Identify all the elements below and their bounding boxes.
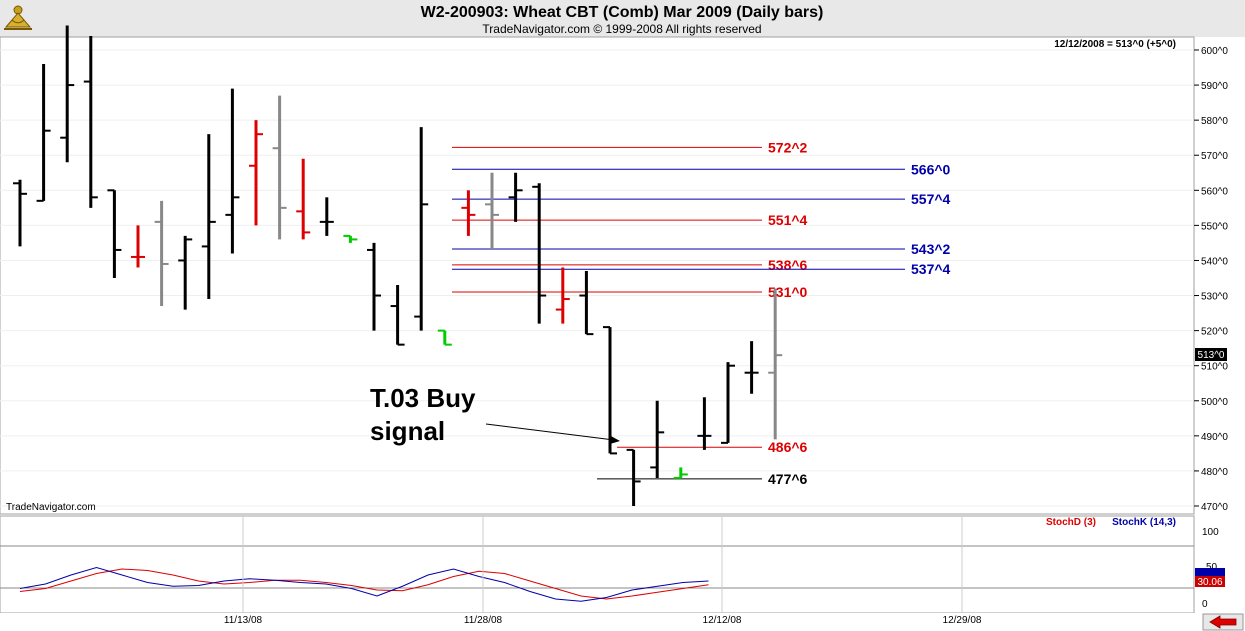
arrow-left-icon <box>1209 615 1237 629</box>
level-label: 537^4 <box>911 261 951 277</box>
stochk-line <box>19 566 709 602</box>
price-bars <box>13 25 783 506</box>
ohlc-bar <box>319 197 334 236</box>
ohlc-bar <box>272 95 287 240</box>
x-tick-label: 12/12/08 <box>703 615 742 626</box>
annotation-line-2: signal <box>370 416 445 446</box>
ohlc-bar <box>650 400 665 478</box>
stoch-tick-0: 0 <box>1202 599 1208 610</box>
last-price-marker: 513^0 <box>1195 348 1227 361</box>
ohlc-bar <box>178 235 193 310</box>
stoch-last-value-marker: 30.06 <box>1195 568 1225 588</box>
chart-title: W2-200903: Wheat CBT (Comb) Mar 2009 (Da… <box>421 4 824 21</box>
level-label: 477^6 <box>768 471 808 487</box>
level-label: 538^6 <box>768 257 808 273</box>
level-label: 486^6 <box>768 439 808 455</box>
ohlc-bar <box>461 190 476 236</box>
price-tick-label: 540^0 <box>1201 256 1228 267</box>
stoch-last-value-label: 30.06 <box>1197 577 1222 588</box>
ohlc-bar <box>768 288 783 440</box>
price-tick-label: 560^0 <box>1201 186 1228 197</box>
x-tick-label: 11/28/08 <box>464 615 503 626</box>
ohlc-bar <box>414 127 429 331</box>
scroll-left-button[interactable] <box>1202 613 1244 631</box>
stochd-legend: StochD (3) <box>1046 517 1096 528</box>
x-tick-label: 12/29/08 <box>943 615 982 626</box>
price-tick-label: 570^0 <box>1201 151 1228 162</box>
price-panel <box>0 36 1195 515</box>
stoch-tick-100: 100 <box>1202 527 1219 538</box>
ohlc-bar <box>296 158 311 240</box>
ohlc-bar <box>532 183 547 324</box>
level-label: 551^4 <box>768 212 808 228</box>
ohlc-bar <box>673 467 688 479</box>
ohlc-bar <box>36 64 51 202</box>
price-tick-label: 550^0 <box>1201 221 1228 232</box>
price-tick-label: 470^0 <box>1201 502 1228 513</box>
last-price-label: 513^0 <box>1198 350 1225 361</box>
ohlc-bar <box>744 341 759 394</box>
price-grid <box>0 49 1194 507</box>
ohlc-bar <box>579 270 594 336</box>
level-label: 572^2 <box>768 139 808 155</box>
ohlc-bar <box>13 179 27 247</box>
ohlc-bar <box>107 189 122 278</box>
ohlc-bar <box>367 242 381 331</box>
ohlc-bar <box>485 172 499 250</box>
level-label: 566^0 <box>911 161 951 177</box>
stochd-line <box>19 568 709 600</box>
title-bar <box>0 0 1245 37</box>
ohlc-bar <box>60 25 75 163</box>
ohlc-bar <box>603 326 617 455</box>
level-label: 531^0 <box>768 284 808 300</box>
price-tick-label: 600^0 <box>1201 46 1228 57</box>
ohlc-bar <box>154 200 169 307</box>
ohlc-bar <box>721 362 735 444</box>
x-tick-label: 11/13/08 <box>224 615 263 626</box>
x-axis-band <box>0 613 1245 631</box>
annotation-line-1: T.03 Buy <box>370 383 476 413</box>
ohlc-bar <box>697 397 712 450</box>
stochk-legend: StochK (14,3) <box>1112 517 1176 528</box>
x-axis-grid <box>242 516 963 613</box>
ohlc-bar <box>390 285 405 346</box>
price-tick-label: 520^0 <box>1201 327 1228 338</box>
chart-subtitle: TradeNavigator.com © 1999-2008 All right… <box>482 22 761 36</box>
last-price-info: 12/12/2008 = 513^0 (+5^0) <box>1054 39 1176 50</box>
price-tick-label: 590^0 <box>1201 81 1228 92</box>
price-y-axis: 600^0 590^0 580^0 570^0 560^0 550^0 540^0 530^0… <box>1194 46 1228 513</box>
level-label: 543^2 <box>911 241 951 257</box>
price-tick-label: 580^0 <box>1201 116 1228 127</box>
ohlc-bar <box>508 172 523 222</box>
level-label: 557^4 <box>911 191 951 207</box>
ohlc-bar <box>555 267 570 324</box>
ohlc-bar <box>437 329 452 346</box>
price-tick-label: 510^0 <box>1201 362 1228 373</box>
tradenavigator-logo-icon <box>4 5 32 30</box>
ohlc-bar <box>83 35 98 208</box>
watermark: TradeNavigator.com <box>6 502 96 513</box>
price-tick-label: 530^0 <box>1201 292 1228 303</box>
ohlc-bar <box>201 134 216 300</box>
stoch-tick-50: 50 <box>1206 562 1218 573</box>
ohlc-bar <box>131 225 145 268</box>
stochastic-panel <box>0 515 1195 614</box>
ohlc-bar <box>343 234 358 243</box>
price-tick-label: 500^0 <box>1201 397 1228 408</box>
price-tick-label: 490^0 <box>1201 432 1228 443</box>
ohlc-bar <box>225 88 240 254</box>
ohlc-bar <box>249 120 263 226</box>
price-tick-label: 480^0 <box>1201 467 1228 478</box>
ohlc-bar <box>626 448 641 506</box>
annotation-arrow <box>485 423 620 444</box>
